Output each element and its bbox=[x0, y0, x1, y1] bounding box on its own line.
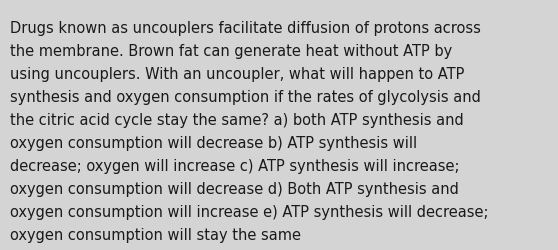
Text: the citric acid cycle stay the same? a) both ATP synthesis and: the citric acid cycle stay the same? a) … bbox=[10, 113, 464, 128]
Text: oxygen consumption will decrease d) Both ATP synthesis and: oxygen consumption will decrease d) Both… bbox=[10, 181, 459, 196]
Text: oxygen consumption will increase e) ATP synthesis will decrease;: oxygen consumption will increase e) ATP … bbox=[10, 204, 489, 219]
Text: oxygen consumption will decrease b) ATP synthesis will: oxygen consumption will decrease b) ATP … bbox=[10, 136, 417, 150]
Text: the membrane. Brown fat can generate heat without ATP by: the membrane. Brown fat can generate hea… bbox=[10, 44, 453, 59]
Text: synthesis and oxygen consumption if the rates of glycolysis and: synthesis and oxygen consumption if the … bbox=[10, 90, 481, 105]
Text: oxygen consumption will stay the same: oxygen consumption will stay the same bbox=[10, 227, 301, 242]
Text: Drugs known as uncouplers facilitate diffusion of protons across: Drugs known as uncouplers facilitate dif… bbox=[10, 21, 481, 36]
Text: decrease; oxygen will increase c) ATP synthesis will increase;: decrease; oxygen will increase c) ATP sy… bbox=[10, 158, 460, 174]
Text: using uncouplers. With an uncoupler, what will happen to ATP: using uncouplers. With an uncoupler, wha… bbox=[10, 67, 464, 82]
